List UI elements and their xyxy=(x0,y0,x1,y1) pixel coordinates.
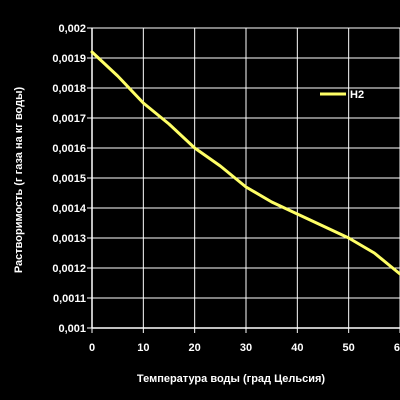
x-tick-label: 40 xyxy=(291,342,303,354)
y-tick-label: 0,0015 xyxy=(52,173,86,185)
axes xyxy=(87,27,400,333)
x-tick-label: 60 xyxy=(394,342,400,354)
y-tick-label: 0,001 xyxy=(58,323,86,335)
y-tick-label: 0,0011 xyxy=(53,293,86,305)
x-tick-label: 10 xyxy=(137,342,149,354)
y-tick-label: 0,0019 xyxy=(52,53,86,65)
y-tick-label: 0,002 xyxy=(58,23,86,35)
x-axis-title: Температура воды (град Цельсия) xyxy=(137,373,325,385)
x-tick-label: 20 xyxy=(189,342,201,354)
grid xyxy=(91,27,400,329)
x-tick-label: 50 xyxy=(343,342,355,354)
y-tick-label: 0,0012 xyxy=(52,263,86,275)
y-tick-label: 0,0018 xyxy=(52,83,86,95)
tick-labels: 0,001 0,0011 0,0012 0,0013 0,0014 0,0015 0,001… xyxy=(52,23,400,354)
y-axis-title: Растворимость (г газа на кг воды) xyxy=(13,86,25,273)
series xyxy=(90,50,400,276)
legend-label: H2 xyxy=(350,89,364,101)
y-tick-label: 0,0016 xyxy=(52,143,86,155)
y-tick-label: 0,0013 xyxy=(52,233,86,245)
legend: H2 xyxy=(320,89,364,101)
y-tick-label: 0,0017 xyxy=(52,113,86,125)
x-tick-label: 0 xyxy=(89,342,95,354)
x-tick-label: 30 xyxy=(240,342,252,354)
series-line-h2 xyxy=(90,50,400,276)
y-tick-label: 0,0014 xyxy=(52,203,87,215)
